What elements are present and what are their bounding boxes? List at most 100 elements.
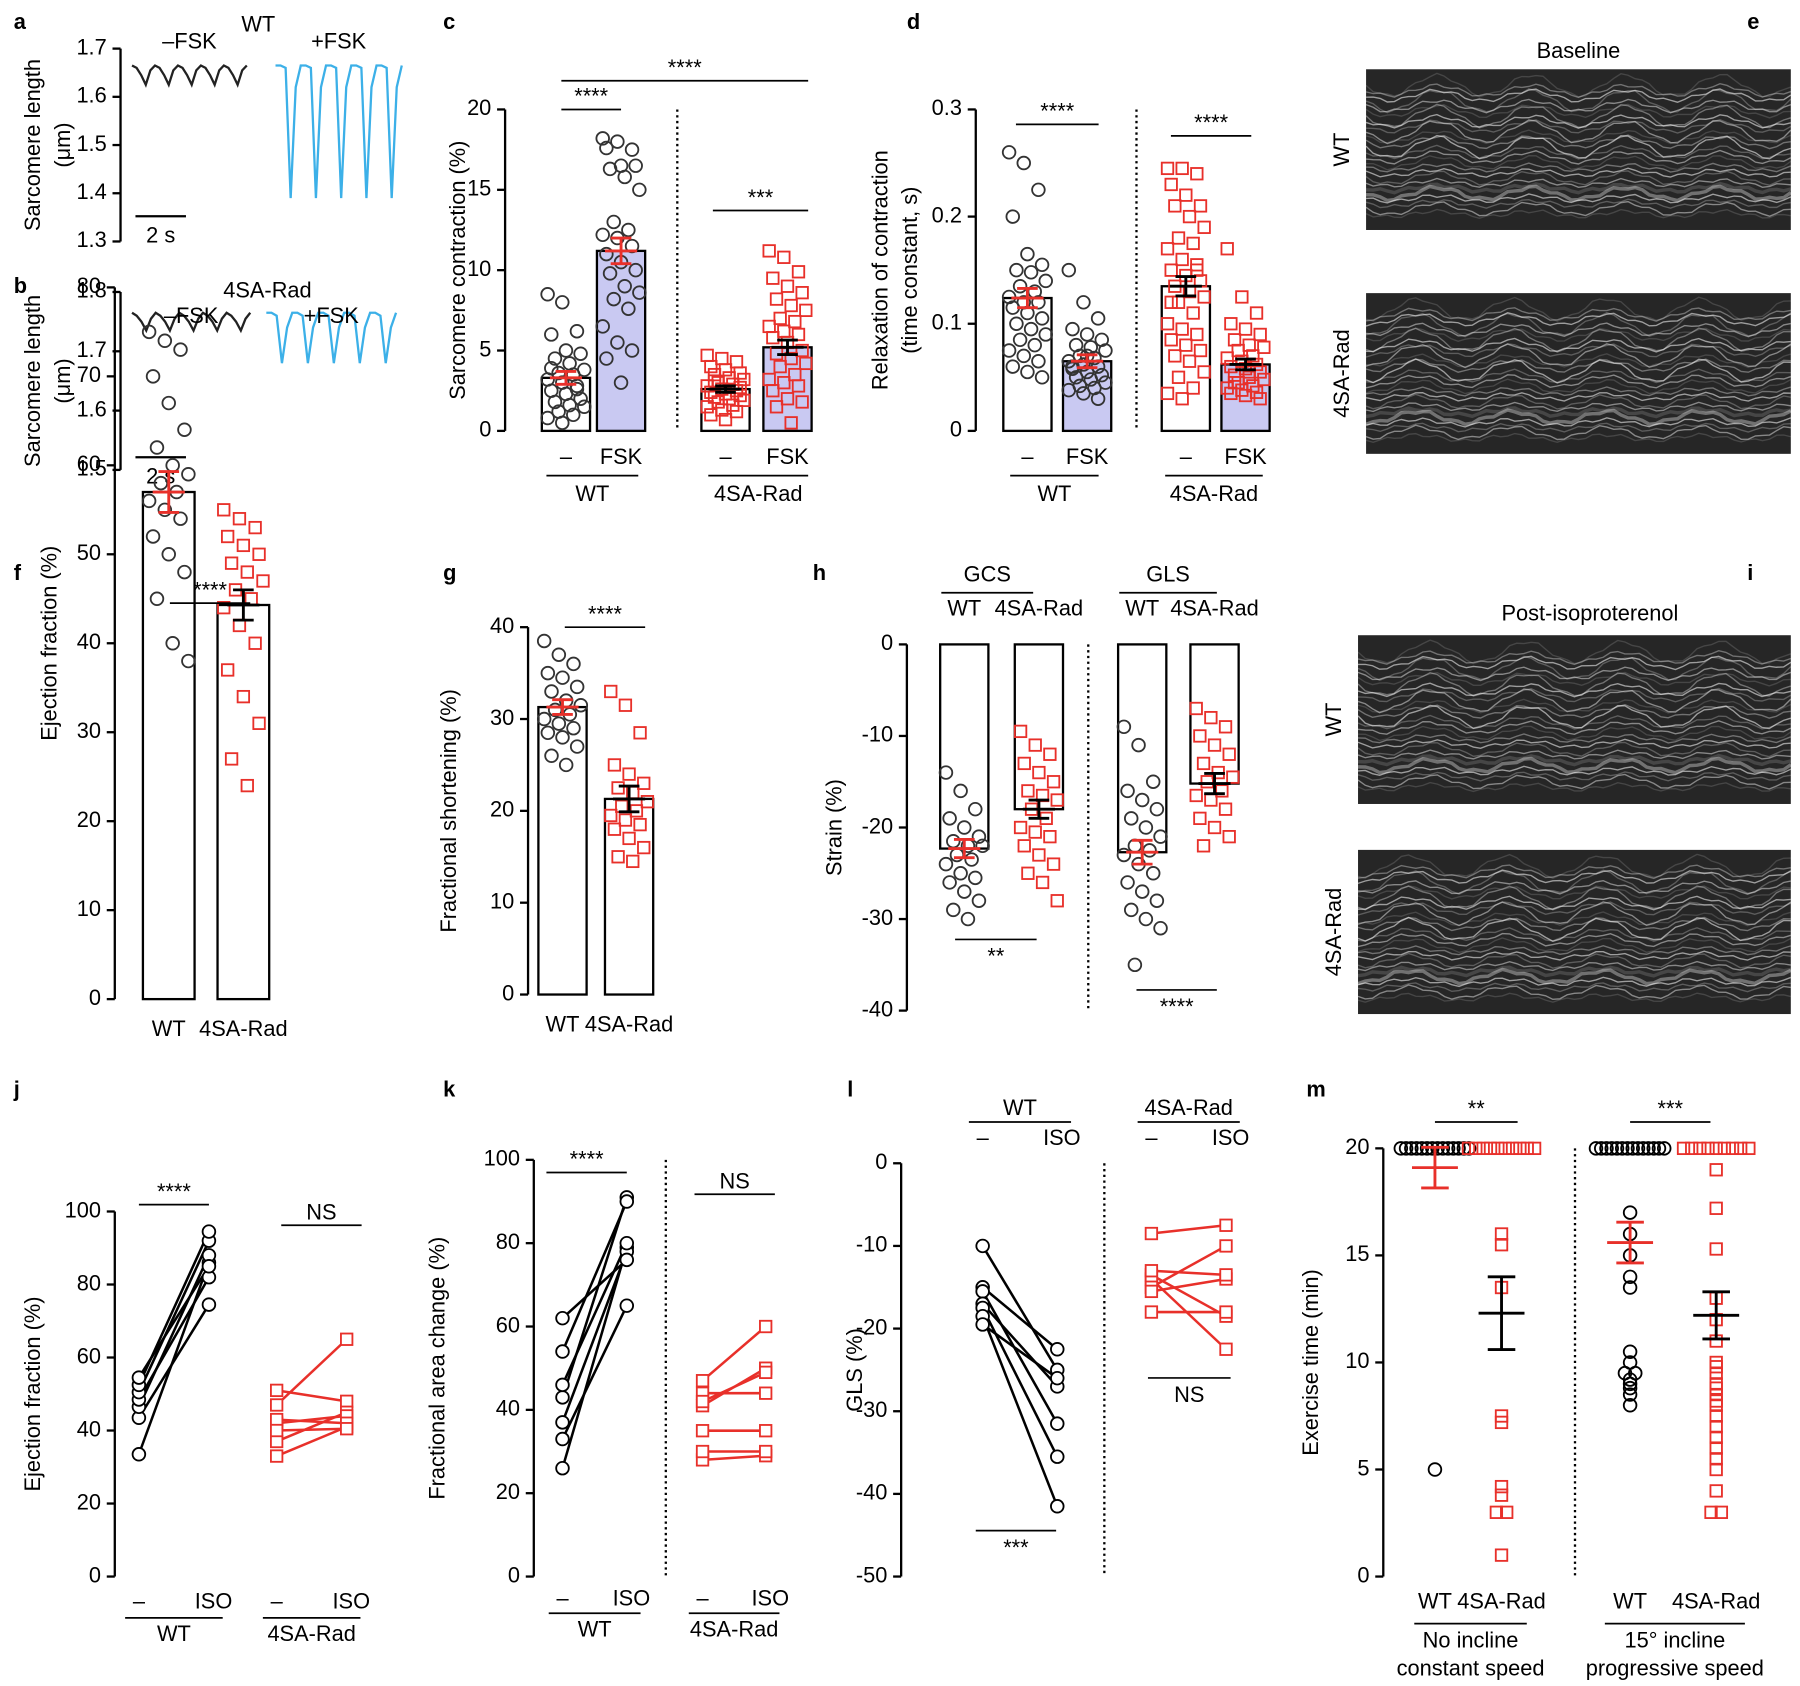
- category-label: –: [719, 444, 732, 469]
- echo-band: [1357, 649, 1792, 666]
- group-label: WT: [578, 1616, 612, 1641]
- data-point: [1717, 1141, 1732, 1156]
- category-label: FSK: [600, 444, 643, 469]
- data-point: [610, 134, 625, 149]
- echo-band: [1366, 337, 1791, 353]
- significance-label: NS: [306, 1200, 336, 1225]
- data-point: [173, 511, 188, 526]
- data-point: [569, 679, 585, 695]
- data-point: [1012, 332, 1028, 348]
- data-point: [1609, 1141, 1625, 1156]
- data-point: [236, 538, 251, 553]
- data-point: [536, 633, 552, 649]
- data-point: [1098, 343, 1113, 358]
- echo-band: [1357, 945, 1792, 956]
- data-point: [555, 1377, 570, 1393]
- data-point: [1144, 1264, 1159, 1278]
- pair-line: [275, 1338, 348, 1406]
- data-point: [1227, 376, 1242, 390]
- y-axis-label: GLS (%): [842, 1328, 867, 1412]
- panel-letter: f: [14, 560, 22, 585]
- error-bar: [948, 837, 981, 860]
- data-point: [1186, 236, 1200, 251]
- data-point: [1031, 295, 1046, 310]
- panel-letter: d: [907, 9, 920, 34]
- pair-line: [276, 1418, 347, 1425]
- bar: [939, 643, 990, 850]
- echo-band: [1357, 916, 1791, 932]
- echo-band: [1365, 129, 1792, 145]
- data-point: [1175, 252, 1189, 267]
- y-tick-label: 1.8: [76, 278, 106, 303]
- data-point: [1227, 333, 1242, 347]
- data-point: [1219, 1268, 1233, 1282]
- data-point: [604, 684, 618, 699]
- data-point: [975, 838, 990, 854]
- data-point: [270, 1423, 284, 1438]
- data-point: [1622, 1205, 1638, 1220]
- data-point: [1182, 209, 1197, 224]
- data-point: [573, 346, 588, 361]
- pair-line: [1151, 1269, 1227, 1277]
- data-point: [1050, 1370, 1065, 1386]
- data-point: [1020, 364, 1035, 380]
- data-point: [252, 547, 266, 561]
- category-label: ISO: [332, 1589, 370, 1614]
- echo-band: [1365, 343, 1792, 358]
- category-label: ISO: [1212, 1125, 1250, 1150]
- data-point: [704, 408, 718, 422]
- group-label: 15° incline: [1624, 1628, 1725, 1653]
- category-label: –: [1180, 444, 1193, 469]
- y-axis-label: Relaxation of contraction: [867, 150, 892, 390]
- echo-band: [1357, 916, 1791, 943]
- y-tick-label: -10: [862, 722, 894, 747]
- pair-line: [702, 1371, 767, 1403]
- data-point: [777, 376, 791, 390]
- echo-band: [1357, 703, 1791, 719]
- data-point: [1404, 1141, 1419, 1156]
- data-point: [1031, 354, 1046, 369]
- data-point: [1498, 1141, 1512, 1156]
- data-point: [1489, 1505, 1504, 1519]
- data-point: [1709, 1163, 1723, 1177]
- data-point: [240, 565, 254, 579]
- data-point: [1116, 719, 1132, 735]
- echo-band: [1365, 167, 1791, 178]
- echo-band: [1365, 422, 1791, 433]
- data-point: [610, 335, 625, 350]
- data-point: [1725, 1141, 1740, 1156]
- data-point: [1222, 747, 1236, 761]
- echo-band: [1357, 976, 1792, 988]
- significance-label: ****: [570, 1147, 604, 1172]
- pair-line: [1150, 1278, 1227, 1351]
- data-point: [633, 817, 647, 832]
- echo-band: [1365, 312, 1792, 338]
- pair-line: [276, 1389, 347, 1403]
- data-point: [1222, 829, 1236, 844]
- significance-label: ***: [748, 185, 774, 210]
- echo-band: [1357, 682, 1791, 698]
- y-tick-label: 10: [77, 896, 101, 921]
- y-tick-label: 40: [490, 613, 514, 638]
- data-point: [555, 1460, 570, 1476]
- data-point: [1594, 1141, 1609, 1156]
- echo-image: [1358, 635, 1791, 804]
- data-point: [618, 813, 633, 827]
- data-point: [1120, 875, 1135, 890]
- data-point: [1709, 1420, 1723, 1434]
- data-point: [555, 1415, 570, 1430]
- data-point: [1179, 338, 1193, 352]
- echo-band: [1357, 704, 1792, 730]
- y-tick-label: 10: [467, 256, 491, 281]
- data-point: [1709, 1377, 1723, 1391]
- data-point: [1227, 368, 1242, 382]
- data-point: [611, 781, 625, 795]
- data-point: [799, 303, 813, 318]
- echo-band: [1365, 408, 1792, 426]
- panel-letter: j: [13, 1077, 20, 1102]
- data-point: [157, 502, 173, 518]
- data-point: [141, 493, 157, 509]
- data-point: [544, 748, 559, 763]
- echo-band: [1365, 134, 1791, 150]
- data-point: [780, 392, 795, 406]
